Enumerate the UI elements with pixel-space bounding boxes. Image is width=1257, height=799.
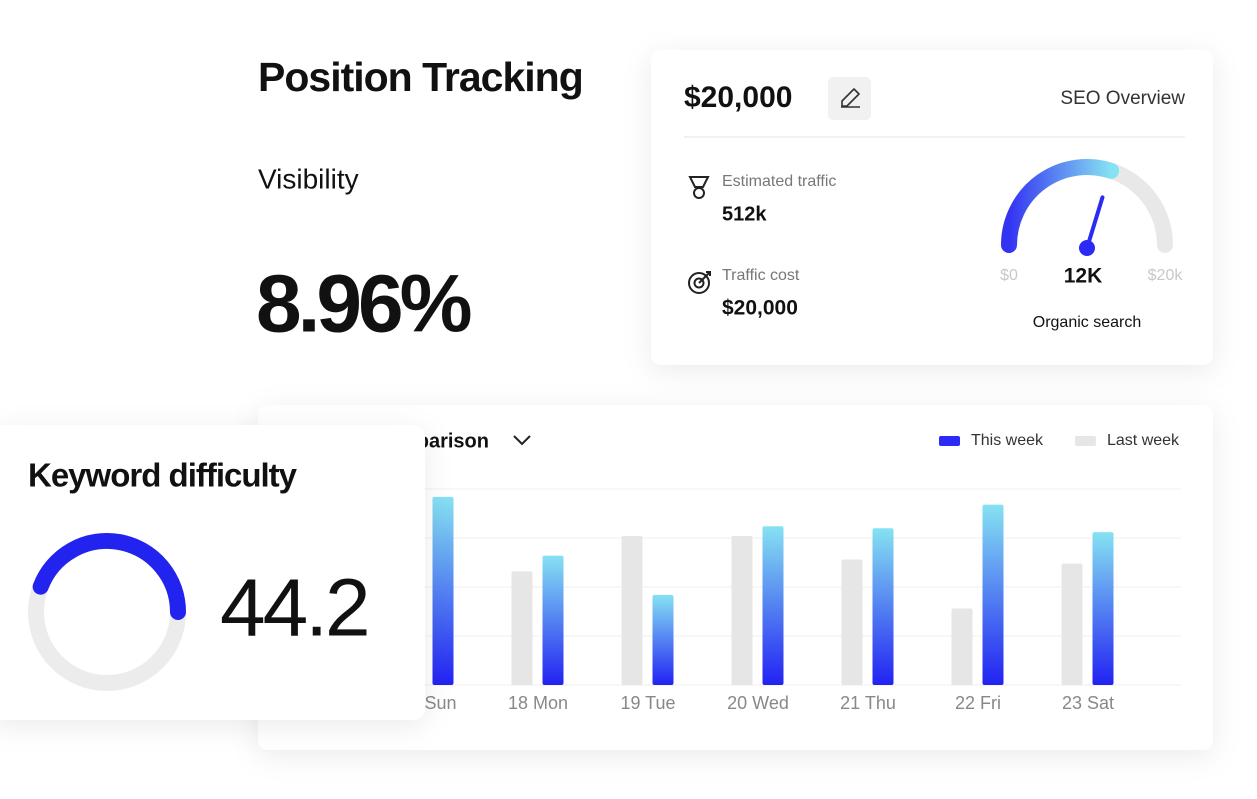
page-title: Position Tracking bbox=[258, 54, 583, 100]
bar bbox=[982, 504, 1004, 685]
bar-chart: 17 Sun 18 Mon 19 Tue 20 Wed 21 Thu 22 Fri 23 S… bbox=[399, 432, 1181, 713]
card bbox=[0, 425, 425, 720]
donut bbox=[28, 533, 186, 691]
card bbox=[651, 50, 1213, 365]
bar bbox=[731, 536, 753, 685]
gauge-caption: Organic search bbox=[1033, 314, 1142, 331]
stat-label: Traffic cost bbox=[722, 267, 800, 284]
bar bbox=[511, 571, 533, 685]
x-tick-label: 23 Sat bbox=[1062, 693, 1114, 713]
gauge: $0 $20k 12K bbox=[1000, 159, 1184, 288]
x-tick-label: 21 Thu bbox=[840, 693, 896, 713]
legend-label: This week bbox=[971, 432, 1044, 449]
bar bbox=[1061, 563, 1083, 685]
bar bbox=[542, 555, 564, 685]
legend-swatch bbox=[939, 436, 960, 446]
bar bbox=[1092, 532, 1114, 685]
x-tick-label: 22 Fri bbox=[955, 693, 1001, 713]
target-icon bbox=[688, 271, 711, 294]
medal-icon bbox=[688, 176, 710, 199]
x-tick-label: 19 Tue bbox=[620, 693, 675, 713]
bar bbox=[762, 526, 784, 685]
pencil-icon[interactable] bbox=[841, 88, 860, 108]
stat-value: $20,000 bbox=[722, 297, 798, 320]
bar bbox=[432, 496, 454, 685]
x-tick-label: 18 Mon bbox=[508, 693, 568, 713]
gauge-tick-label: $20k bbox=[1148, 267, 1184, 284]
bar bbox=[841, 559, 863, 685]
stat-label: Estimated traffic bbox=[722, 173, 836, 190]
legend-swatch bbox=[1075, 436, 1096, 446]
x-tick-label: 20 Wed bbox=[727, 693, 789, 713]
button-bg[interactable] bbox=[828, 77, 871, 120]
bar bbox=[621, 536, 643, 685]
card-title: Keyword difficulty bbox=[28, 457, 298, 494]
legend-label: Last week bbox=[1107, 432, 1180, 449]
gauge-value: 12K bbox=[1064, 265, 1103, 288]
card-title: SEO Overview bbox=[1060, 88, 1185, 109]
gauge-arc bbox=[1001, 159, 1120, 253]
gauge-tick-label: $0 bbox=[1000, 267, 1018, 284]
difficulty-value: 44.2 bbox=[220, 563, 368, 654]
metric-value: 8.96% bbox=[256, 259, 471, 350]
metric-label: Visibility bbox=[258, 163, 359, 194]
edit-button[interactable] bbox=[828, 77, 871, 120]
bar bbox=[652, 594, 674, 685]
gauge-hub bbox=[1079, 240, 1095, 256]
dropdown-chevron[interactable] bbox=[513, 435, 531, 446]
keyword-card: Keyword difficulty 44.2 bbox=[0, 425, 425, 720]
stat-value: 512k bbox=[722, 203, 767, 225]
donut-arc bbox=[32, 533, 186, 620]
seo-card: $20,000 SEO Overview Estimated traffic 5… bbox=[651, 50, 1213, 365]
amount: $20,000 bbox=[684, 81, 792, 114]
gauge-needle bbox=[1085, 195, 1105, 250]
comparison-card: Comparison 17 Sun 18 Mon 19 Tue 20 Wed 21 Th… bbox=[258, 405, 1213, 750]
bar bbox=[872, 528, 894, 685]
bar bbox=[951, 608, 973, 685]
